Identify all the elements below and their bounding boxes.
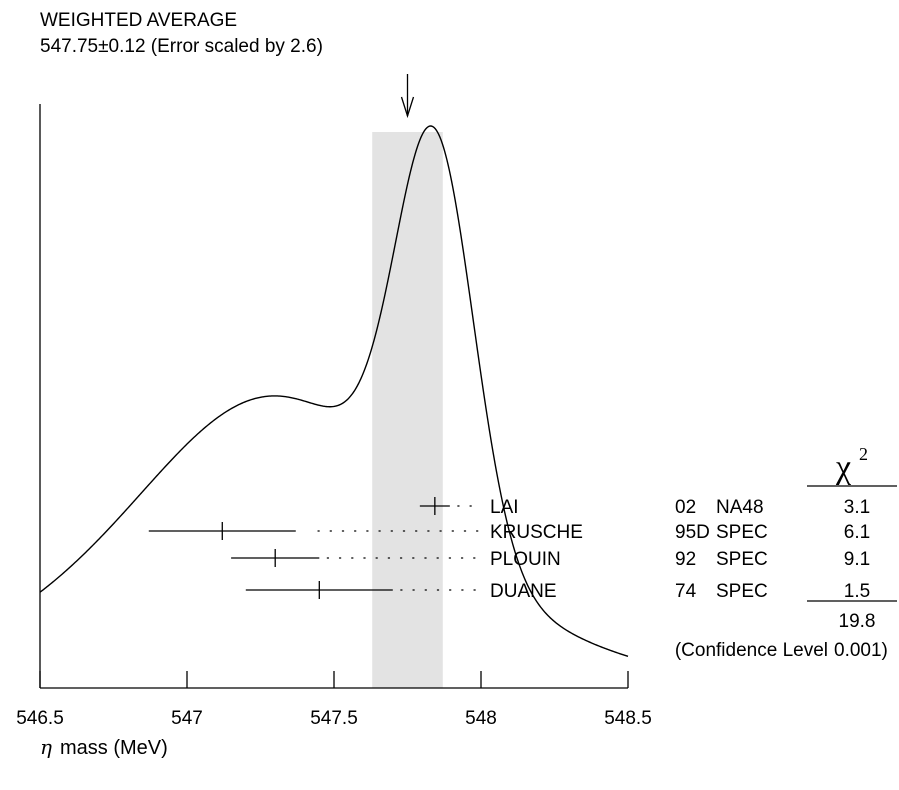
experiment-name: KRUSCHE (490, 522, 583, 543)
x-axis-label: η mass (MeV) (40, 735, 168, 759)
chart-title: WEIGHTED AVERAGE (40, 10, 237, 31)
measurement-row: PLOUIN 92 SPEC 9.1 (231, 549, 870, 570)
x-tick-label: 547.5 (310, 708, 358, 729)
weighted-average-arrow (400, 74, 415, 119)
experiment-technique: SPEC (716, 522, 768, 543)
experiment-year: 74 (675, 581, 697, 602)
confidence-level-value: 0.001) (834, 640, 888, 661)
chi2-symbol: χ (835, 449, 851, 486)
experiment-technique: SPEC (716, 581, 768, 602)
measurement-row: LAI 02 NA48 3.1 (419, 497, 870, 518)
experiment-year: 02 (675, 497, 696, 518)
experiment-year: 95D (675, 522, 710, 543)
measurement-row: DUANE 74 SPEC 1.5 (245, 581, 870, 602)
chi2-exponent: 2 (859, 444, 868, 464)
experiment-technique: SPEC (716, 549, 768, 570)
experiment-name: PLOUIN (490, 549, 561, 570)
x-tick-label: 548 (465, 708, 497, 729)
x-tick-label: 548.5 (604, 708, 652, 729)
experiment-year: 92 (675, 549, 696, 570)
chi2-value: 6.1 (844, 522, 870, 543)
chi2-total: 19.8 (839, 611, 876, 632)
measurement-row: KRUSCHE 95D SPEC 6.1 (148, 522, 870, 543)
chi2-value: 3.1 (844, 497, 870, 518)
x-tick-label: 547 (171, 708, 203, 729)
chi2-value: 9.1 (844, 549, 870, 570)
confidence-level-label: (Confidence Level (675, 640, 828, 661)
ideogram-curve (39, 125, 629, 657)
experiment-name: DUANE (490, 581, 557, 602)
chi2-value: 1.5 (844, 581, 870, 602)
average-band (372, 132, 443, 688)
experiment-technique: NA48 (716, 497, 764, 518)
chart-subtitle: 547.75±0.12 (Error scaled by 2.6) (40, 36, 323, 57)
experiment-name: LAI (490, 497, 519, 518)
x-tick-label: 546.5 (16, 708, 64, 729)
